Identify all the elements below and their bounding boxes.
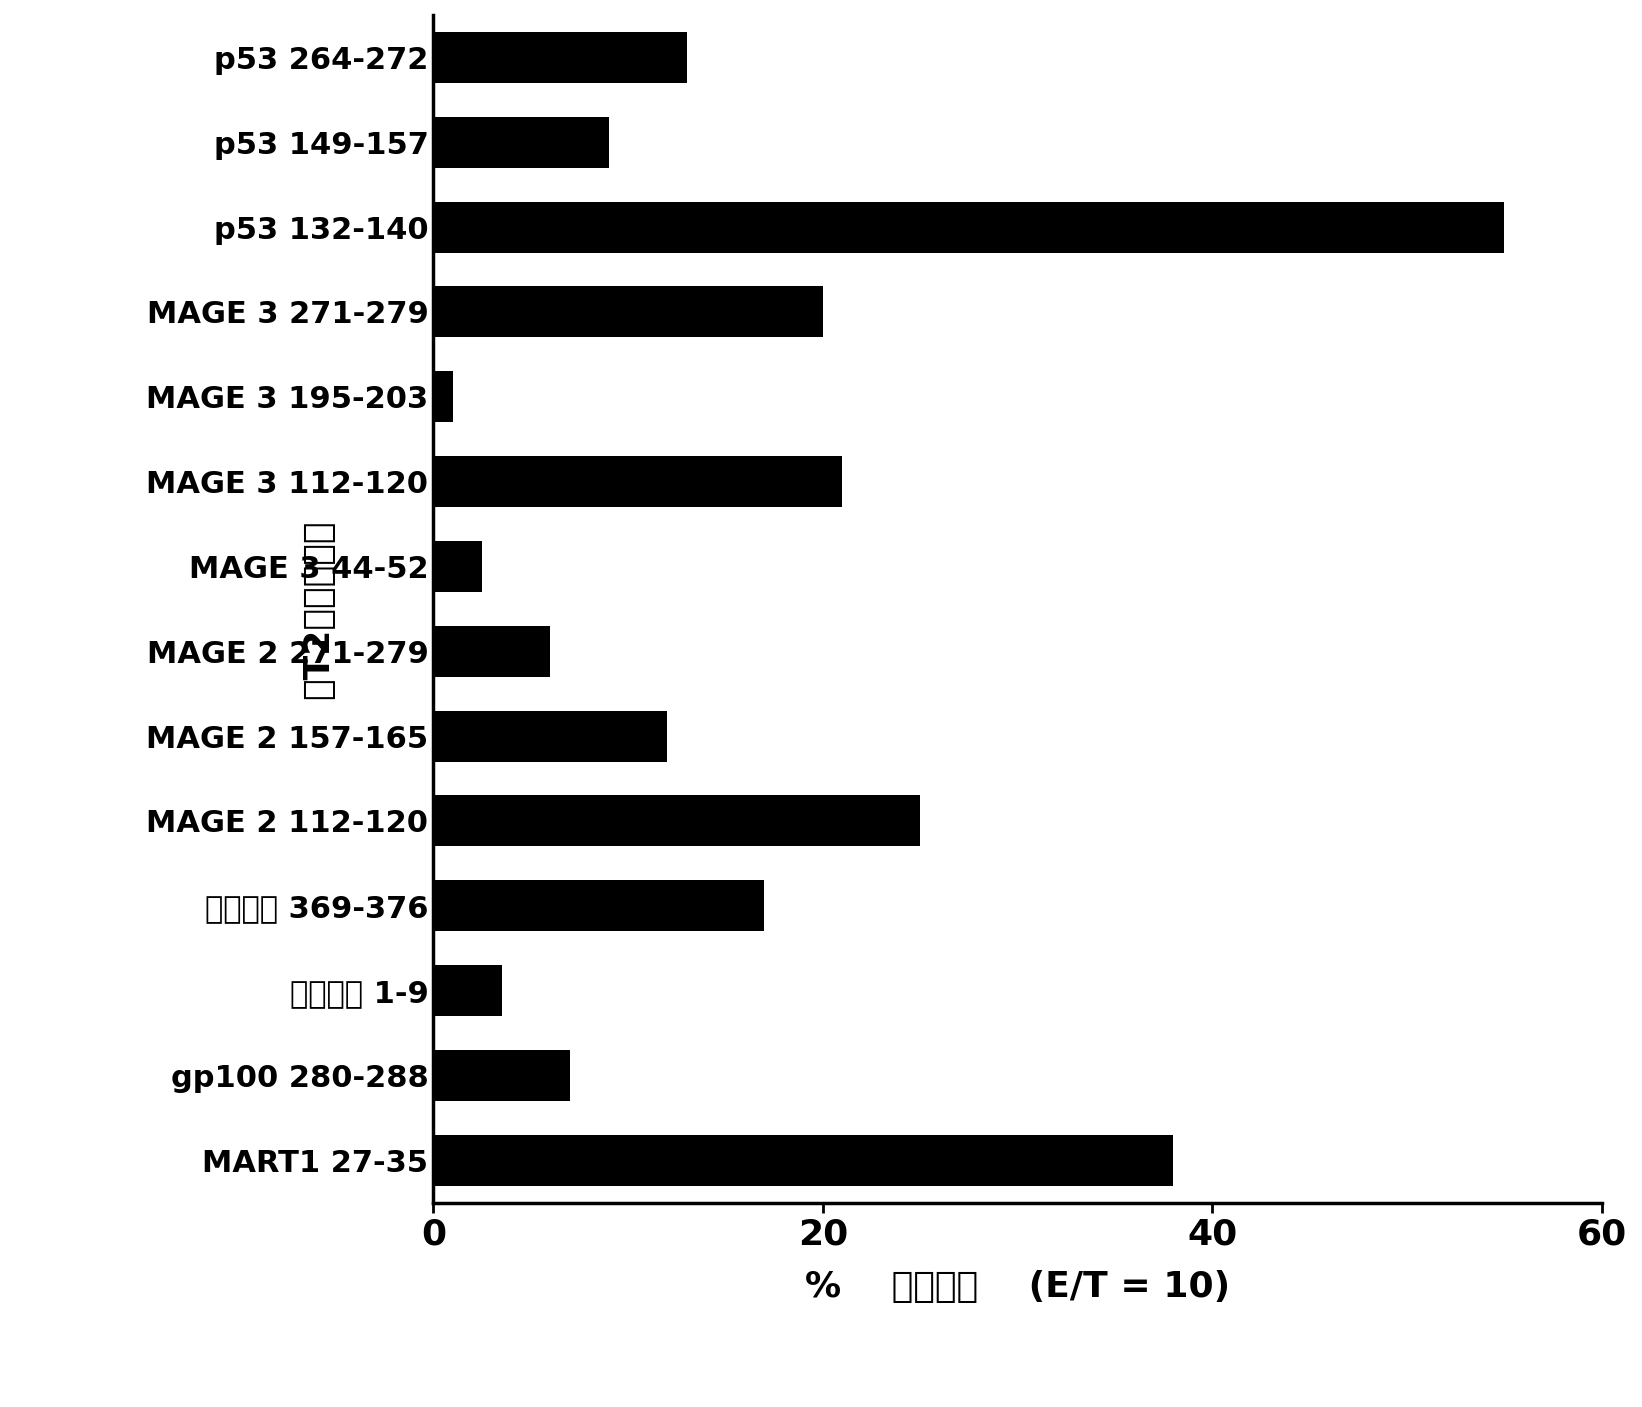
Bar — [433, 711, 667, 761]
Bar — [433, 371, 453, 422]
Text: 在T2上荷载的肽: 在T2上荷载的肽 — [302, 519, 335, 699]
Bar — [433, 287, 823, 338]
Bar — [433, 881, 765, 931]
Bar — [433, 540, 483, 592]
Bar — [433, 201, 1504, 252]
Bar — [433, 795, 920, 847]
Bar — [433, 32, 686, 83]
Text: %    特异裂解    (E/T = 10): % 特异裂解 (E/T = 10) — [805, 1271, 1230, 1304]
Bar — [433, 1135, 1174, 1186]
Bar — [433, 1050, 570, 1100]
Bar — [433, 965, 501, 1016]
Bar — [433, 626, 550, 677]
Bar — [433, 456, 842, 507]
Bar — [433, 117, 609, 167]
